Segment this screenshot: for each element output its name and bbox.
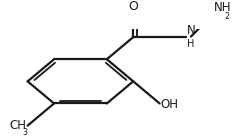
Text: CH: CH (10, 119, 26, 132)
Text: OH: OH (161, 98, 179, 111)
Text: O: O (128, 0, 138, 13)
Text: H: H (187, 39, 194, 49)
Text: NH: NH (214, 2, 231, 14)
Text: 3: 3 (22, 128, 27, 136)
Text: 2: 2 (224, 12, 229, 21)
Text: N: N (187, 24, 196, 37)
